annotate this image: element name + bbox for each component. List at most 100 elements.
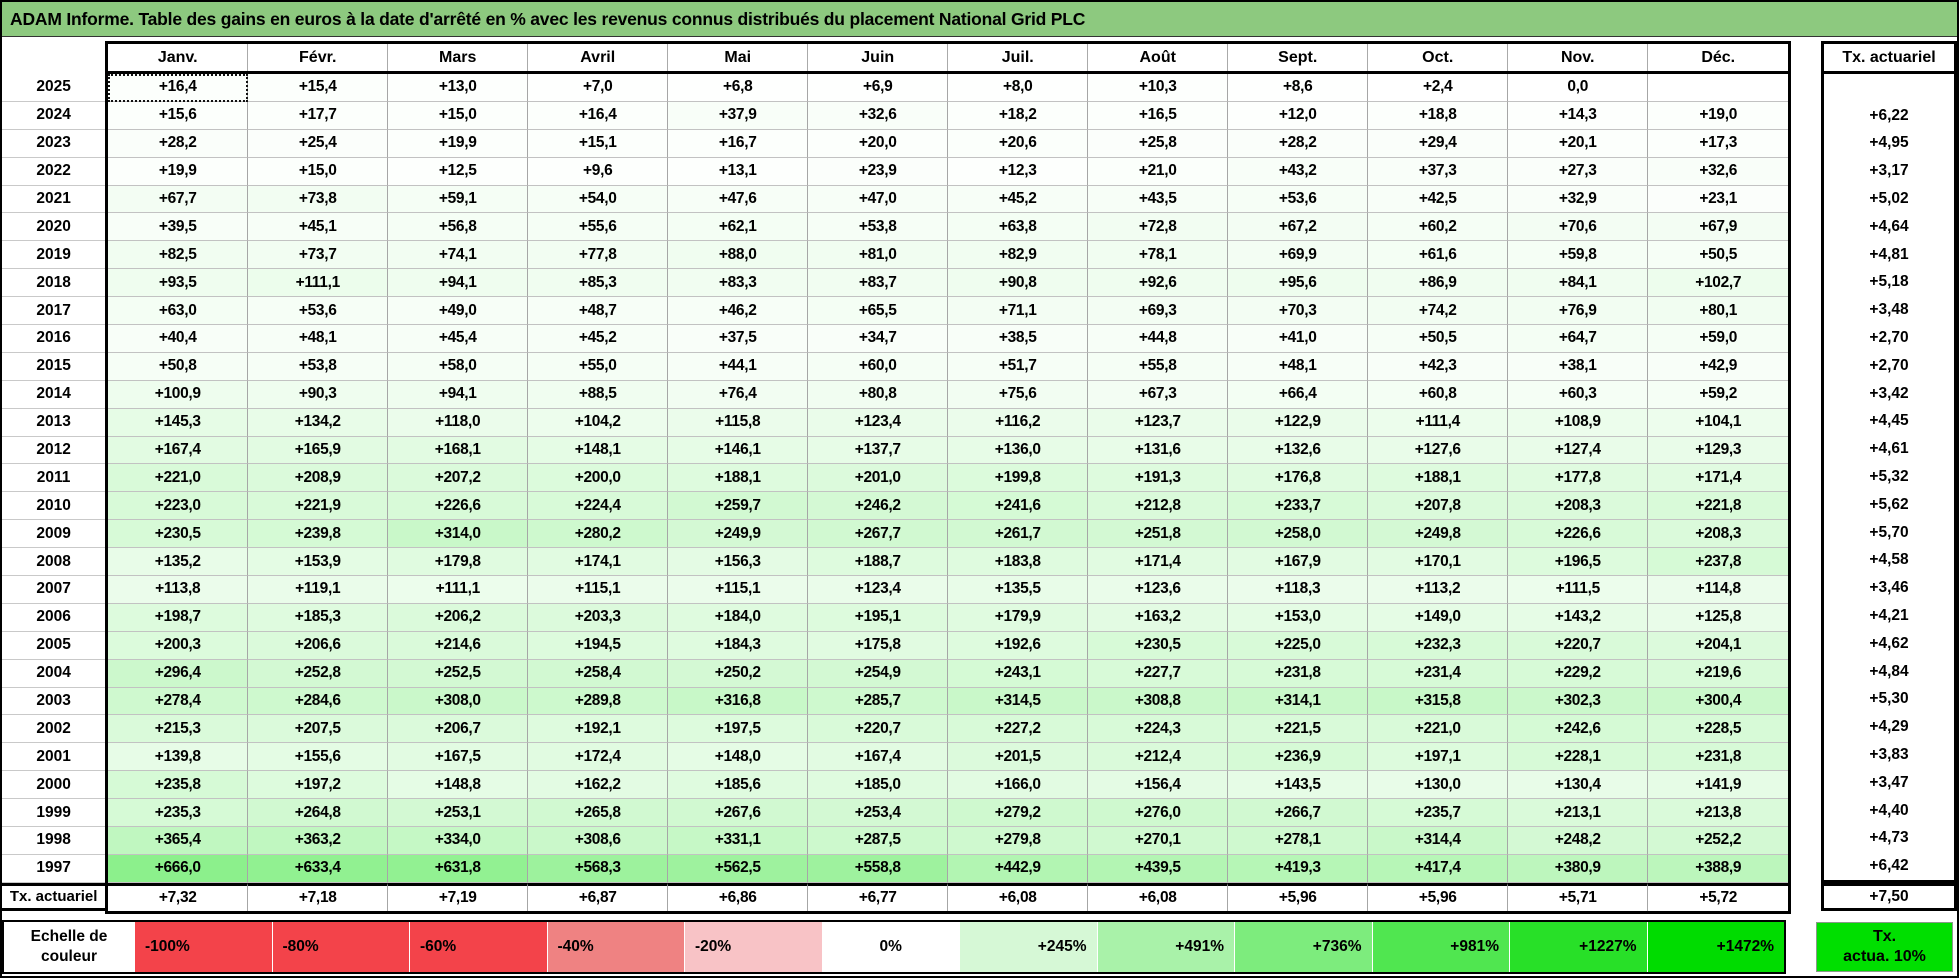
table-cell[interactable]: +258,4 — [528, 659, 669, 688]
table-cell[interactable]: +279,2 — [948, 799, 1089, 828]
table-cell[interactable]: +60,3 — [1508, 380, 1649, 409]
table-cell[interactable]: +8,6 — [1228, 74, 1369, 102]
table-cell[interactable]: +17,3 — [1648, 129, 1789, 158]
column-header[interactable]: Avril — [528, 44, 669, 71]
table-cell[interactable]: +118,3 — [1228, 576, 1369, 604]
table-cell[interactable]: +15,0 — [248, 157, 389, 186]
table-cell[interactable]: +25,8 — [1088, 129, 1229, 158]
table-cell[interactable]: +228,1 — [1508, 743, 1649, 772]
table-cell[interactable]: +28,2 — [108, 129, 249, 158]
table-cell[interactable]: +37,9 — [668, 101, 809, 130]
table-cell[interactable]: +265,8 — [528, 799, 669, 828]
table-cell[interactable]: +267,6 — [668, 799, 809, 828]
table-cell[interactable]: +196,5 — [1508, 548, 1649, 577]
table-cell[interactable]: +314,5 — [948, 687, 1089, 716]
column-header[interactable]: Janv. — [108, 44, 249, 71]
year-label[interactable]: 2023 — [2, 129, 106, 158]
year-label[interactable]: 2011 — [2, 464, 106, 493]
table-cell[interactable]: +14,3 — [1508, 101, 1649, 130]
table-cell[interactable]: +44,1 — [668, 352, 809, 381]
table-cell[interactable]: +104,1 — [1648, 408, 1789, 437]
table-cell[interactable]: +300,4 — [1648, 687, 1789, 716]
table-cell[interactable]: +174,1 — [528, 548, 669, 577]
table-cell[interactable]: +184,3 — [668, 631, 809, 660]
table-cell[interactable]: +20,6 — [948, 129, 1089, 158]
column-header[interactable]: Févr. — [248, 44, 389, 71]
table-cell[interactable]: +167,9 — [1228, 548, 1369, 577]
table-cell[interactable]: +417,4 — [1368, 854, 1509, 883]
year-label[interactable]: 2003 — [2, 687, 106, 716]
table-cell[interactable]: +134,2 — [248, 408, 389, 437]
table-cell[interactable]: +123,4 — [808, 576, 949, 604]
tx-value[interactable]: +2,70 — [1869, 329, 1909, 347]
table-cell[interactable]: +45,2 — [528, 325, 669, 353]
table-cell[interactable]: +232,3 — [1368, 631, 1509, 660]
table-cell[interactable]: +241,6 — [948, 492, 1089, 521]
table-cell[interactable]: +63,8 — [948, 213, 1089, 242]
table-cell[interactable]: +149,0 — [1368, 603, 1509, 632]
table-cell[interactable]: +278,4 — [108, 687, 249, 716]
table-cell[interactable]: +83,3 — [668, 269, 809, 298]
table-cell[interactable]: +15,4 — [248, 74, 389, 102]
table-cell[interactable]: +264,8 — [248, 799, 389, 828]
table-cell[interactable]: +108,9 — [1508, 408, 1649, 437]
table-cell[interactable]: +129,3 — [1648, 436, 1789, 465]
table-cell[interactable]: +80,8 — [808, 380, 949, 409]
table-cell[interactable]: +54,0 — [528, 185, 669, 214]
table-cell[interactable] — [1648, 74, 1789, 102]
table-cell[interactable]: +9,6 — [528, 157, 669, 186]
table-cell[interactable]: +365,4 — [108, 827, 249, 855]
year-label[interactable]: 2004 — [2, 659, 106, 688]
total-cell[interactable]: +5,72 — [1648, 882, 1789, 911]
table-cell[interactable]: +315,8 — [1368, 687, 1509, 716]
table-cell[interactable]: +40,4 — [108, 325, 249, 353]
table-cell[interactable]: +228,5 — [1648, 715, 1789, 744]
table-cell[interactable]: +123,7 — [1088, 408, 1229, 437]
table-cell[interactable]: +85,3 — [528, 269, 669, 298]
table-cell[interactable]: +289,8 — [528, 687, 669, 716]
table-cell[interactable]: +19,9 — [388, 129, 529, 158]
table-cell[interactable]: +23,9 — [808, 157, 949, 186]
total-cell[interactable]: +6,86 — [668, 882, 809, 911]
title-bar[interactable]: ADAM Informe. Table des gains en euros à… — [2, 2, 1957, 37]
column-header[interactable]: Mai — [668, 44, 809, 71]
table-cell[interactable]: +15,6 — [108, 101, 249, 130]
table-cell[interactable]: +145,3 — [108, 408, 249, 437]
year-label[interactable]: 2014 — [2, 380, 106, 409]
table-cell[interactable]: +183,8 — [948, 548, 1089, 577]
table-cell[interactable]: +442,9 — [948, 854, 1089, 883]
table-cell[interactable]: +212,8 — [1088, 492, 1229, 521]
table-cell[interactable]: +135,5 — [948, 576, 1089, 604]
table-cell[interactable]: +212,4 — [1088, 743, 1229, 772]
tx-value[interactable]: +4,62 — [1869, 634, 1909, 652]
table-cell[interactable]: +143,5 — [1228, 771, 1369, 800]
table-cell[interactable]: +38,1 — [1508, 352, 1649, 381]
table-cell[interactable]: +21,0 — [1088, 157, 1229, 186]
table-cell[interactable]: +380,9 — [1508, 854, 1649, 883]
table-cell[interactable]: +69,3 — [1088, 297, 1229, 326]
table-cell[interactable]: +201,0 — [808, 464, 949, 493]
table-cell[interactable]: +12,0 — [1228, 101, 1369, 130]
table-cell[interactable]: +153,0 — [1228, 603, 1369, 632]
table-cell[interactable]: +199,8 — [948, 464, 1089, 493]
table-cell[interactable]: +80,1 — [1648, 297, 1789, 326]
table-cell[interactable]: +249,8 — [1368, 520, 1509, 549]
tx-value[interactable]: +3,17 — [1869, 162, 1909, 180]
table-cell[interactable]: +38,5 — [948, 325, 1089, 353]
table-cell[interactable]: +71,1 — [948, 297, 1089, 326]
year-label[interactable]: 2001 — [2, 743, 106, 772]
table-cell[interactable]: +7,0 — [528, 74, 669, 102]
year-label[interactable]: 2018 — [2, 269, 106, 298]
table-cell[interactable]: +251,8 — [1088, 520, 1229, 549]
tx-value[interactable]: +3,83 — [1869, 746, 1909, 764]
table-cell[interactable]: +60,2 — [1368, 213, 1509, 242]
table-cell[interactable]: +200,3 — [108, 631, 249, 660]
table-cell[interactable]: +192,1 — [528, 715, 669, 744]
table-cell[interactable]: +207,2 — [388, 464, 529, 493]
table-cell[interactable]: +118,0 — [388, 408, 529, 437]
year-label[interactable]: 2016 — [2, 325, 106, 353]
table-cell[interactable]: +113,2 — [1368, 576, 1509, 604]
table-cell[interactable]: +59,0 — [1648, 325, 1789, 353]
table-cell[interactable]: +308,6 — [528, 827, 669, 855]
table-cell[interactable]: +153,9 — [248, 548, 389, 577]
